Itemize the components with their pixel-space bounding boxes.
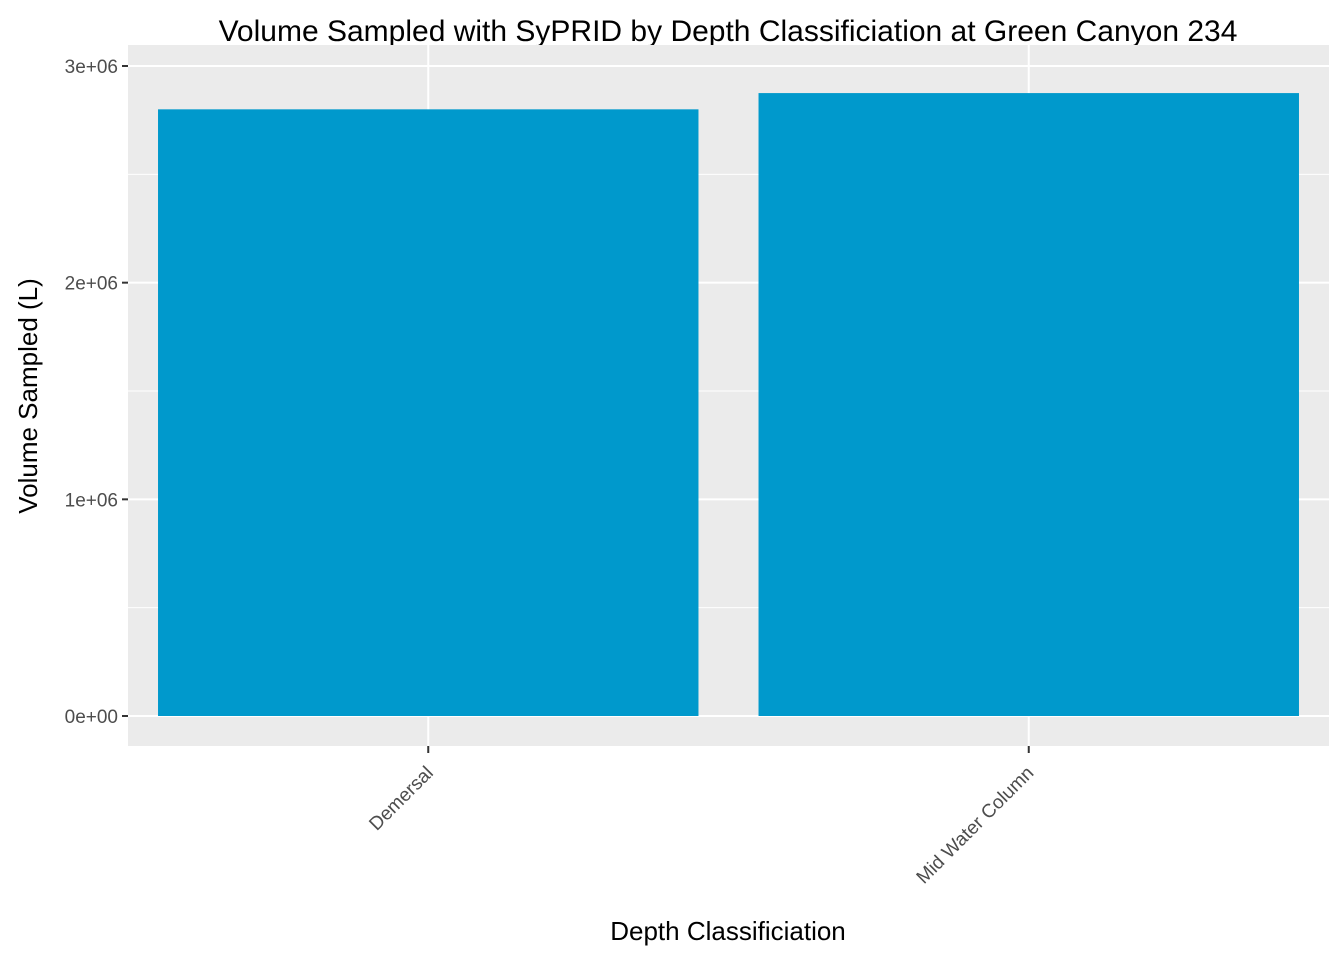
x-tick-label: Demersal xyxy=(365,763,437,835)
y-axis-title: Volume Sampled (L) xyxy=(13,278,43,514)
y-tick-label: 3e+06 xyxy=(65,57,118,78)
bar-demersal xyxy=(158,109,699,717)
x-axis: Demersal Mid Water Column xyxy=(365,746,1038,888)
x-axis-title: Depth Classificiation xyxy=(610,916,846,946)
x-tick-label: Mid Water Column xyxy=(913,763,1039,889)
bars xyxy=(158,93,1299,717)
chart-title: Volume Sampled with SyPRID by Depth Clas… xyxy=(219,15,1238,48)
y-tick-label: 1e+06 xyxy=(65,490,118,511)
y-axis: 0e+00 1e+06 2e+06 3e+06 xyxy=(65,57,128,728)
y-tick-label: 0e+00 xyxy=(65,707,118,728)
bar-mid-water-column xyxy=(758,93,1299,717)
y-tick-label: 2e+06 xyxy=(65,274,118,295)
